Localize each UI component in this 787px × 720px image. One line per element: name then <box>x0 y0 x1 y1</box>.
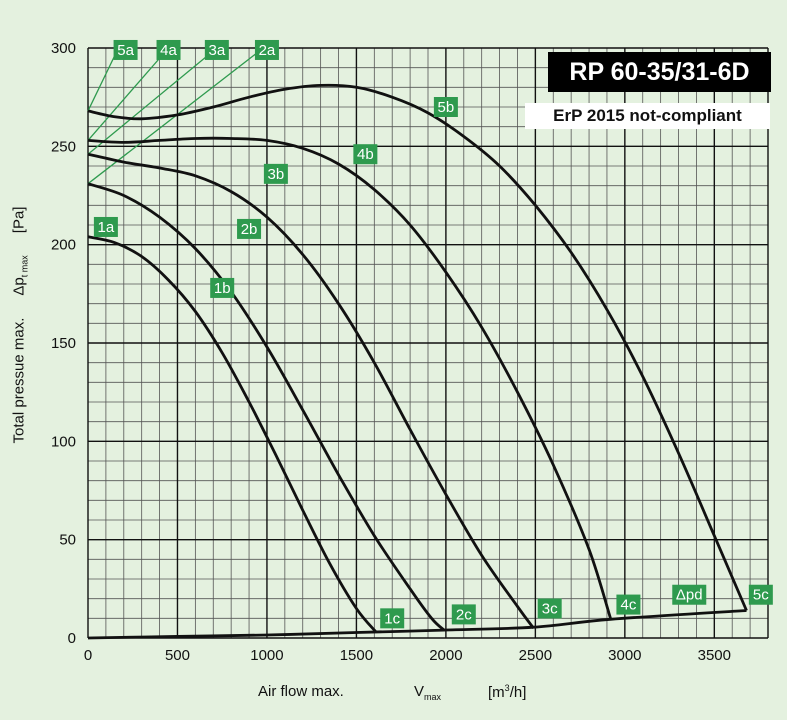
label-3a: 3a <box>204 39 229 60</box>
label-4b: 4b <box>353 144 378 165</box>
y-tick-labels: 0 50 100 150 200 250 300 <box>51 40 76 647</box>
label-box <box>537 598 562 619</box>
y-tick-label: 100 <box>51 433 76 450</box>
label-text: Δpd <box>676 587 703 604</box>
y-axis-title: Total pressue max. Δpt max [Pa] <box>11 207 30 444</box>
label-1b: 1b <box>210 277 235 298</box>
x-axis-unit-sup: 3 <box>504 683 510 693</box>
label-text: 2c <box>456 606 472 623</box>
label-box <box>210 277 235 298</box>
label-5a: 5a <box>113 39 138 60</box>
guide-line-4a <box>87 47 170 141</box>
x-tick-label: 1500 <box>340 647 373 664</box>
label-2a: 2a <box>254 39 279 60</box>
label-5c: 5c <box>748 584 773 605</box>
label-text: 3b <box>268 166 285 183</box>
curve-4 <box>87 136 612 619</box>
label-text: 4a <box>160 42 177 59</box>
label-2b: 2b <box>237 218 262 239</box>
curve-Δpd <box>87 609 747 640</box>
x-axis-symbol: Vmax <box>414 683 441 702</box>
label-3b: 3b <box>263 163 288 184</box>
x-tick-label: 3000 <box>608 647 641 664</box>
curve-3 <box>87 152 535 630</box>
curve-2 <box>87 182 446 632</box>
point-labels: 5a 4a 3a 2a 1a 5b 4b 3b 2b 1b 1c 2c 3c 4c Δpd 5c <box>93 39 773 629</box>
x-axis-symbol-v: V <box>414 683 425 700</box>
label-text: 5a <box>117 42 134 59</box>
model-title: RP 60-35/31-6D <box>548 52 771 92</box>
y-axis-label: Total pressue max. <box>10 317 28 444</box>
x-axis-label: Air flow max. <box>258 683 344 700</box>
label-2c: 2c <box>451 604 476 625</box>
x-axis-unit: [m3/h] <box>488 683 526 701</box>
x-tick-label: 0 <box>84 647 92 664</box>
label-box <box>263 163 288 184</box>
label-box <box>254 39 279 60</box>
label-1c: 1c <box>380 608 405 629</box>
y-axis-unit: [Pa] <box>10 206 28 234</box>
label-box <box>380 608 405 629</box>
x-tick-label: 3500 <box>698 647 731 664</box>
label-text: 3c <box>542 601 558 618</box>
x-tick-label: 2000 <box>429 647 462 664</box>
x-tick-label: 2500 <box>519 647 552 664</box>
label-box <box>433 97 458 117</box>
label-box <box>451 604 476 625</box>
label-text: 4b <box>357 146 374 163</box>
y-tick-label: 0 <box>68 630 76 647</box>
erp-note: ErP 2015 not-compliant <box>525 103 770 129</box>
curve-5 <box>87 83 748 612</box>
label-box <box>616 594 641 615</box>
y-axis-symbol-sub: t max <box>19 255 30 278</box>
guide-line-5a <box>87 47 120 112</box>
label-1a: 1a <box>93 216 118 237</box>
label-4a: 4a <box>156 39 181 60</box>
label-box <box>672 584 707 605</box>
label-text: 3a <box>208 42 225 59</box>
label-box <box>353 144 378 165</box>
x-tick-label: 500 <box>165 647 190 664</box>
x-axis-unit-post: /h] <box>509 684 527 701</box>
y-tick-label: 200 <box>51 237 76 254</box>
label-box <box>237 218 262 239</box>
label-box <box>113 39 138 60</box>
label-text: 5b <box>438 99 455 116</box>
label-3c: 3c <box>537 598 562 619</box>
label-Δpd: Δpd <box>672 584 707 605</box>
y-axis-title-wrap: Total pressue max. Δpt max [Pa] <box>0 0 40 720</box>
label-box <box>93 216 118 237</box>
y-axis-symbol: Δp <box>10 277 28 296</box>
x-tick-labels: 0 500 1000 1500 2000 2500 3000 3500 <box>84 647 731 664</box>
label-text: 5c <box>753 587 769 604</box>
guide-line-3a <box>87 47 218 155</box>
x-tick-label: 1000 <box>250 647 283 664</box>
label-text: 4c <box>620 597 636 614</box>
y-tick-label: 150 <box>51 335 76 352</box>
x-axis-unit-pre: [m <box>488 684 505 701</box>
curves <box>87 83 748 640</box>
y-tick-label: 50 <box>59 532 76 549</box>
curve-1 <box>87 235 378 634</box>
label-box <box>204 39 229 60</box>
label-5b: 5b <box>433 97 458 117</box>
label-text: 2b <box>241 221 258 238</box>
y-tick-label: 300 <box>51 40 76 57</box>
label-text: 1b <box>214 280 231 297</box>
y-tick-label: 250 <box>51 138 76 155</box>
label-box <box>748 584 773 605</box>
label-text: 1c <box>384 610 400 627</box>
label-text: 1a <box>98 219 115 236</box>
label-4c: 4c <box>616 594 641 615</box>
label-box <box>156 39 181 60</box>
label-text: 2a <box>259 42 276 59</box>
x-axis-symbol-sub: max <box>424 692 442 702</box>
